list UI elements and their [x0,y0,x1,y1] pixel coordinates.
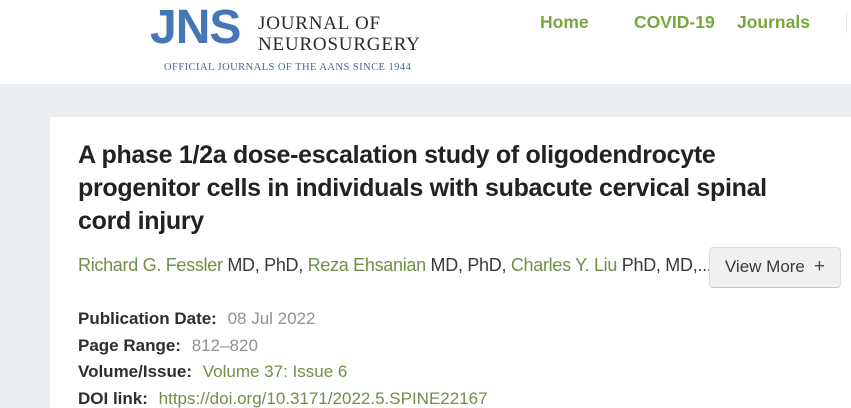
article-meta: Publication Date: 08 Jul 2022 Page Range… [78,306,851,408]
publication-date-value: 08 Jul 2022 [227,309,316,328]
meta-row-publication-date: Publication Date: 08 Jul 2022 [78,306,851,333]
nav-item-covid-19[interactable]: COVID-19 [634,12,715,32]
article-title: A phase 1/2a dose-escalation study of ol… [78,139,851,238]
article-title-line3: cord injury [78,207,204,235]
nav-divider [846,13,847,33]
page-background: A phase 1/2a dose-escalation study of ol… [0,84,851,408]
meta-row-doi: DOI link: https://doi.org/10.3171/2022.5… [78,386,851,408]
page-range-label: Page Range: [78,335,181,355]
author-link-2[interactable]: Reza Ehsanian [307,255,426,275]
jns-logo-name-line1: JOURNAL OF [258,13,381,34]
nav-item-journals[interactable]: Journals [737,12,810,32]
jns-logo-acronym: JNS [150,1,241,54]
authors-row: Richard G. Fessler MD, PhD, Reza Ehsania… [78,255,851,276]
publication-date-label: Publication Date: [78,309,217,328]
volume-issue-label: Volume/Issue: [78,362,192,381]
nav-item-home[interactable]: Home [540,12,589,32]
jns-logo[interactable]: JNS JOURNAL OF NEUROSURGERY OFFICIAL JOU… [150,2,460,80]
view-more-button[interactable]: View More + [708,247,841,288]
article-card: A phase 1/2a dose-escalation study of ol… [50,117,851,408]
jns-logo-tagline: OFFICIAL JOURNALS OF THE AANS SINCE 1944 [164,62,412,73]
author-degrees-2: MD, PhD, [425,255,511,275]
view-more-label: View More [724,257,805,276]
page-range-value: 812–820 [191,335,258,355]
doi-label: DOI link: [78,388,148,408]
author-degrees-1: MD, PhD, [222,255,308,275]
author-link-1[interactable]: Richard G. Fessler [78,255,223,275]
article-title-line2: progenitor cells in individuals with sub… [78,174,767,202]
volume-issue-link[interactable]: Volume 37: Issue 6 [202,362,348,381]
author-degrees-3: PhD, MD,... [617,255,712,275]
site-header: JNS JOURNAL OF NEUROSURGERY OFFICIAL JOU… [0,0,851,84]
meta-row-page-range: Page Range: 812–820 [78,333,851,360]
jns-logo-name-line2: NEUROSURGERY [258,34,421,55]
meta-row-volume-issue: Volume/Issue: Volume 37: Issue 6 [78,359,851,386]
article-title-line1: A phase 1/2a dose-escalation study of ol… [78,141,716,169]
author-link-3[interactable]: Charles Y. Liu [510,255,618,275]
jns-logo-name: JOURNAL OF NEUROSURGERY [258,13,421,55]
doi-link[interactable]: https://doi.org/10.3171/2022.5.SPINE2216… [158,388,488,408]
plus-icon: + [813,256,825,277]
